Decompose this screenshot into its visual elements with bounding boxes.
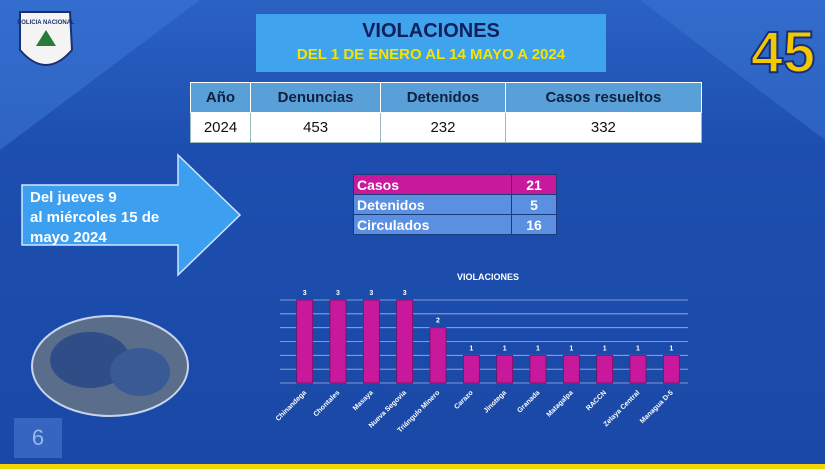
title-box: VIOLACIONES DEL 1 DE ENERO AL 14 MAYO A … bbox=[256, 14, 606, 72]
cell: 21 bbox=[511, 174, 557, 195]
main-table: Año Denuncias Detenidos Casos resueltos … bbox=[189, 82, 703, 143]
period-line: Del jueves 9 bbox=[30, 189, 117, 206]
column-header: Año bbox=[189, 82, 252, 113]
x-tick-label: Carazo bbox=[453, 389, 474, 410]
x-tick-label: Managua D-5 bbox=[639, 389, 675, 425]
value-label: 1 bbox=[636, 345, 640, 352]
cell: Casos bbox=[352, 174, 513, 195]
bar bbox=[362, 299, 380, 384]
value-label: 1 bbox=[569, 345, 573, 352]
column-header: Casos resueltos bbox=[504, 82, 703, 113]
anniversary-logo: 45 bbox=[751, 20, 816, 85]
value-label: 1 bbox=[503, 345, 507, 352]
bar bbox=[296, 299, 314, 384]
cell: Circulados bbox=[352, 214, 513, 235]
column-header: Detenidos bbox=[380, 82, 506, 113]
bar bbox=[462, 354, 480, 384]
bar bbox=[496, 354, 514, 384]
summary-table: Casos 21 Detenidos 5 Circulados 16 bbox=[352, 174, 557, 235]
x-tick-label: Matagalpa bbox=[546, 389, 575, 418]
cell: 5 bbox=[511, 194, 557, 215]
column-header: Denuncias bbox=[250, 82, 382, 113]
value-label: 3 bbox=[303, 290, 307, 297]
cell: Detenidos bbox=[352, 194, 513, 215]
cell: 232 bbox=[380, 112, 506, 143]
bar bbox=[429, 327, 447, 384]
x-tick-label: Granada bbox=[516, 389, 541, 414]
x-tick-label: Masaya bbox=[352, 389, 375, 412]
bar-chart: VIOLACIONES 3 Chinandega 3 Chontales 3 Masaya 3… bbox=[275, 272, 688, 434]
cell: 453 bbox=[250, 112, 382, 143]
bar bbox=[329, 299, 347, 384]
police-logo-text: POLICIA NACIONAL bbox=[17, 20, 75, 26]
period-text: Del jueves 9 al miércoles 15 de mayo 202… bbox=[30, 188, 159, 248]
page-number: 6 bbox=[14, 418, 62, 458]
x-tick-label: Jinotega bbox=[483, 389, 508, 414]
value-label: 1 bbox=[603, 345, 607, 352]
x-tick-label: Chontales bbox=[313, 389, 342, 418]
bar bbox=[596, 354, 614, 384]
subtitle: DEL 1 DE ENERO AL 14 MAYO A 2024 bbox=[296, 46, 566, 63]
value-label: 3 bbox=[369, 290, 373, 297]
value-label: 1 bbox=[669, 345, 673, 352]
value-label: 1 bbox=[469, 345, 473, 352]
x-tick-label: RACCN bbox=[585, 389, 608, 412]
cell: 2024 bbox=[189, 112, 252, 143]
value-label: 3 bbox=[403, 290, 407, 297]
x-tick-label: Zelaya Central bbox=[603, 389, 642, 428]
bar bbox=[529, 354, 547, 384]
chart-title: VIOLACIONES bbox=[457, 272, 519, 282]
period-line: al miércoles 15 de bbox=[30, 209, 160, 226]
bar bbox=[629, 354, 647, 384]
value-label: 2 bbox=[436, 318, 440, 325]
title: VIOLACIONES bbox=[362, 20, 500, 42]
cell: 16 bbox=[511, 214, 557, 235]
bar bbox=[396, 299, 414, 384]
bar bbox=[562, 354, 580, 384]
value-label: 3 bbox=[336, 290, 340, 297]
cell: 332 bbox=[504, 112, 703, 143]
value-label: 1 bbox=[536, 345, 540, 352]
period-line: mayo 2024 bbox=[30, 229, 107, 246]
x-tick-label: Chinandega bbox=[275, 389, 308, 422]
bar bbox=[662, 354, 680, 384]
